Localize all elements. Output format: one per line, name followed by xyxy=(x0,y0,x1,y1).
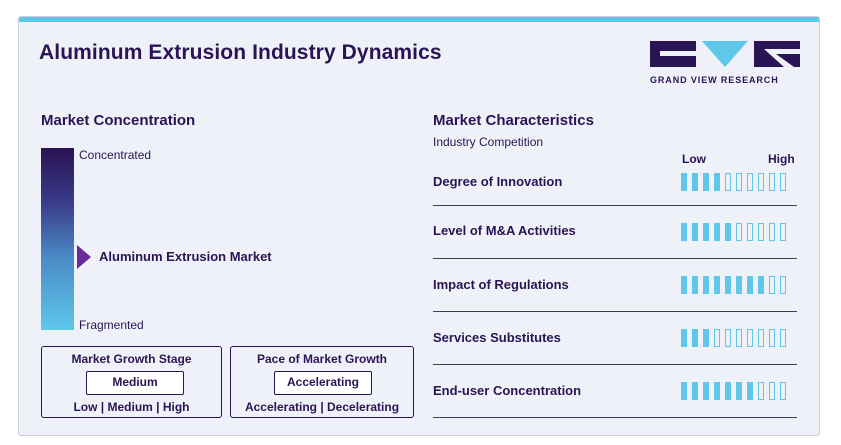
meter-segment xyxy=(692,329,698,347)
meter-segment xyxy=(714,329,720,347)
meter-segment xyxy=(703,329,709,347)
meter-segment xyxy=(747,382,753,400)
dynamics-card: Aluminum Extrusion Industry Dynamics GRA… xyxy=(18,16,820,436)
meter-segment xyxy=(692,173,698,191)
meter-segment xyxy=(780,276,786,294)
meter-segment xyxy=(725,173,731,191)
meter-segment xyxy=(703,382,709,400)
growth-stage-options: Low | Medium | High xyxy=(73,400,190,414)
row-label-mna: Level of M&A Activities xyxy=(433,223,576,238)
meter-substitutes xyxy=(681,329,801,347)
concentration-gradient-scale xyxy=(41,148,74,330)
meter-segment xyxy=(681,382,687,400)
meter-segment xyxy=(681,173,687,191)
pace-of-market-growth-box: Pace of Market Growth Accelerating Accel… xyxy=(230,346,414,418)
meter-end-user xyxy=(681,382,801,400)
meter-segment xyxy=(769,382,775,400)
industry-competition-subheading: Industry Competition xyxy=(433,135,544,149)
meter-segment xyxy=(747,329,753,347)
market-concentration-heading: Market Concentration xyxy=(41,112,196,129)
meter-segment xyxy=(758,329,764,347)
row-divider xyxy=(433,258,797,259)
meter-segment xyxy=(692,223,698,241)
meter-segment xyxy=(758,173,764,191)
meter-regulations xyxy=(681,276,801,294)
low-scale-label: Low xyxy=(682,152,706,166)
meter-segment xyxy=(758,223,764,241)
meter-segment xyxy=(769,173,775,191)
meter-segment xyxy=(703,173,709,191)
meter-segment xyxy=(736,329,742,347)
meter-segment xyxy=(747,223,753,241)
growth-stage-value: Medium xyxy=(86,371,184,395)
meter-segment xyxy=(769,276,775,294)
logo-block-right xyxy=(754,41,800,67)
fragmented-label: Fragmented xyxy=(79,318,144,332)
meter-segment xyxy=(725,276,731,294)
high-scale-label: High xyxy=(768,152,795,166)
row-divider xyxy=(433,364,797,365)
meter-segment xyxy=(780,329,786,347)
row-label-end-user: End-user Concentration xyxy=(433,383,582,398)
row-label-substitutes: Services Substitutes xyxy=(433,330,561,345)
row-label-regulations: Impact of Regulations xyxy=(433,277,569,292)
market-growth-stage-box: Market Growth Stage Medium Low | Medium … xyxy=(41,346,222,418)
meter-segment xyxy=(780,173,786,191)
logo-wordmark: GRAND VIEW RESEARCH xyxy=(650,75,779,85)
meter-segment xyxy=(747,276,753,294)
logo-chevron xyxy=(702,41,748,67)
meter-segment xyxy=(780,223,786,241)
logo-block-left xyxy=(650,41,696,67)
growth-pace-options: Accelerating | Decelerating xyxy=(244,400,400,414)
meter-segment xyxy=(681,329,687,347)
concentrated-label: Concentrated xyxy=(79,148,152,162)
growth-pace-value: Accelerating xyxy=(274,371,372,395)
meter-segment xyxy=(692,276,698,294)
meter-segment xyxy=(769,329,775,347)
row-divider xyxy=(433,311,797,312)
meter-segment xyxy=(692,382,698,400)
meter-mna xyxy=(681,223,801,241)
accent-top-bar xyxy=(19,17,819,22)
meter-segment xyxy=(736,276,742,294)
meter-segment xyxy=(703,276,709,294)
meter-segment xyxy=(714,382,720,400)
market-characteristics-heading: Market Characteristics xyxy=(433,112,594,129)
meter-segment xyxy=(758,382,764,400)
meter-segment xyxy=(769,223,775,241)
row-label-innovation: Degree of Innovation xyxy=(433,174,563,189)
meter-segment xyxy=(681,276,687,294)
market-position-marker-icon xyxy=(77,245,91,269)
meter-segment xyxy=(714,173,720,191)
row-divider xyxy=(433,205,797,206)
meter-segment xyxy=(725,382,731,400)
meter-segment xyxy=(714,223,720,241)
meter-segment xyxy=(725,329,731,347)
growth-pace-title: Pace of Market Growth xyxy=(256,352,388,366)
row-divider xyxy=(433,417,797,418)
meter-segment xyxy=(747,173,753,191)
meter-segment xyxy=(725,223,731,241)
meter-segment xyxy=(703,223,709,241)
growth-stage-title: Market Growth Stage xyxy=(71,352,192,366)
meter-innovation xyxy=(681,173,801,191)
meter-segment xyxy=(758,276,764,294)
meter-segment xyxy=(736,173,742,191)
market-position-label: Aluminum Extrusion Market xyxy=(99,249,272,264)
meter-segment xyxy=(681,223,687,241)
page-title: Aluminum Extrusion Industry Dynamics xyxy=(39,41,442,64)
meter-segment xyxy=(736,382,742,400)
meter-segment xyxy=(780,382,786,400)
grand-view-research-logo: GRAND VIEW RESEARCH xyxy=(650,41,800,87)
meter-segment xyxy=(714,276,720,294)
meter-segment xyxy=(736,223,742,241)
